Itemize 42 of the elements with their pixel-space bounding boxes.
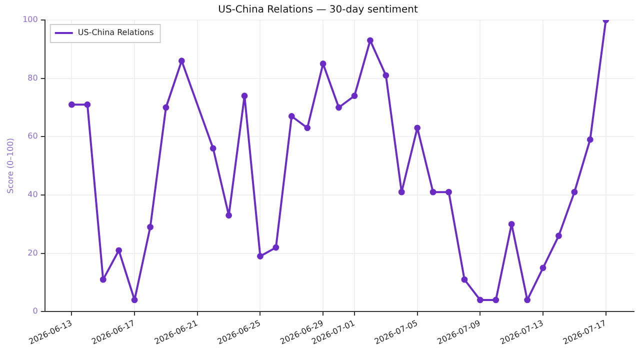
point — [476, 296, 484, 304]
y-axis-title: Score (0–100) — [6, 138, 15, 194]
point — [382, 72, 390, 79]
point — [430, 188, 436, 196]
point — [351, 92, 358, 100]
point — [210, 145, 216, 152]
point — [147, 224, 154, 230]
point — [524, 296, 530, 304]
point — [336, 104, 342, 111]
legend-label: US-China Relations — [78, 28, 154, 38]
point — [540, 264, 546, 272]
point — [586, 136, 594, 143]
point — [398, 188, 405, 196]
point — [116, 247, 122, 254]
chart-title: US-China Relations — 30-day sentiment — [218, 4, 418, 16]
y-tick-label: 40 — [28, 190, 38, 200]
point — [492, 296, 500, 304]
point — [414, 124, 421, 132]
y-tick-label: 60 — [28, 132, 38, 141]
y-tick-label: 0 — [32, 306, 38, 316]
point — [257, 253, 264, 260]
point — [288, 113, 295, 120]
point — [131, 296, 138, 304]
point — [446, 188, 452, 196]
point — [272, 244, 280, 251]
point — [226, 212, 232, 219]
point — [571, 188, 578, 196]
point — [100, 276, 106, 283]
point — [178, 58, 185, 64]
point — [367, 37, 374, 44]
point — [461, 276, 468, 283]
y-tick-label: 20 — [28, 248, 38, 258]
point — [508, 220, 515, 228]
point — [556, 232, 562, 240]
y-tick-label: 100 — [22, 15, 38, 24]
point — [162, 104, 170, 111]
point — [241, 92, 248, 100]
y-tick-label: 80 — [28, 73, 38, 82]
point — [68, 101, 75, 108]
point — [304, 124, 311, 132]
point — [84, 101, 91, 108]
point — [320, 60, 326, 67]
